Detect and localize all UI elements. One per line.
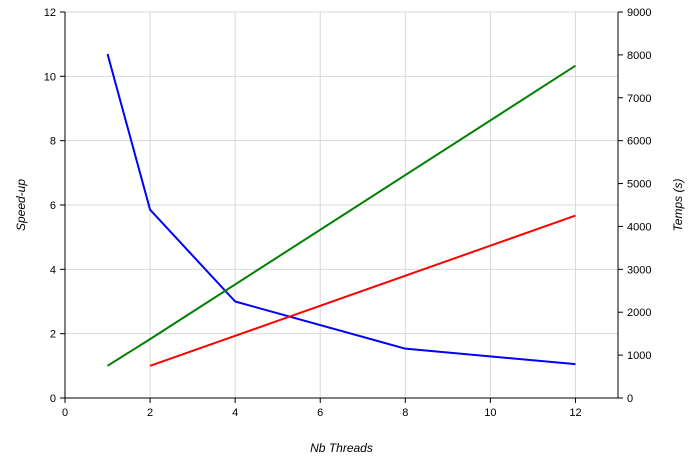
y-tick-label: 0	[50, 393, 56, 405]
y2-tick-label: 7000	[627, 93, 651, 105]
series-line-3	[149, 214, 576, 367]
x-tick-label: 12	[569, 407, 581, 419]
labels-layer: 0 2 4 6 8 10 12 0 2 4 6 8 10 12 0 1000 2000 3000 4000 5000 6…	[44, 7, 652, 419]
y2-tick-label: 8000	[627, 50, 651, 62]
y2-tick-label: 6000	[627, 136, 651, 148]
y-tick-label: 8	[50, 136, 56, 148]
x-tick-label: 6	[317, 407, 323, 419]
y-tick-label: 2	[50, 329, 56, 341]
y2-tick-label: 1000	[627, 350, 651, 362]
x-tick-label: 8	[402, 407, 408, 419]
y2-tick-label: 9000	[627, 7, 651, 19]
y2-tick-label: 2000	[627, 307, 651, 319]
y-tick-label: 10	[44, 71, 56, 83]
y2-tick-label: 0	[627, 393, 633, 405]
series-layer	[106, 53, 577, 367]
x-tick-label: 0	[62, 407, 68, 419]
x-tick-label: 10	[484, 407, 496, 419]
y2-tick-label: 3000	[627, 264, 651, 276]
series-line-2	[107, 64, 577, 367]
y-tick-label: 6	[50, 200, 56, 212]
series-line-1	[106, 53, 576, 366]
x-axis-title: Nb Threads	[310, 441, 373, 455]
y2-axis-title: Temps (s)	[671, 179, 685, 232]
x-tick-label: 4	[232, 407, 238, 419]
y2-tick-label: 5000	[627, 179, 651, 191]
y-axis-title: Speed-up	[14, 179, 28, 231]
y-tick-label: 4	[50, 264, 56, 276]
y-tick-label: 12	[44, 7, 56, 19]
y2-tick-label: 4000	[627, 221, 651, 233]
x-tick-label: 2	[147, 407, 153, 419]
axes-layer	[60, 11, 623, 403]
